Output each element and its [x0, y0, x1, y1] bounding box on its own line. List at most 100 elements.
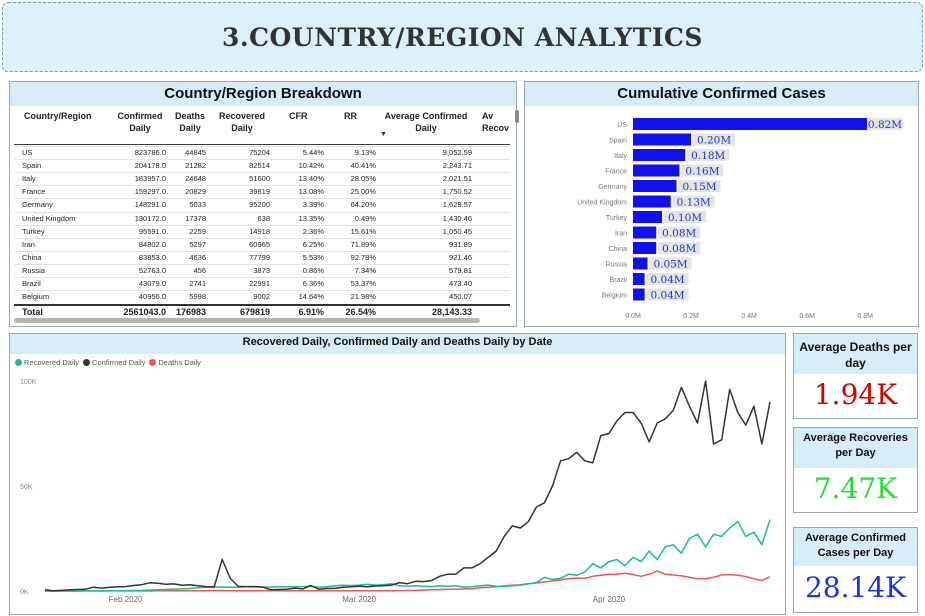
cell-cfr: 10.42%	[298, 161, 324, 171]
bar-russia[interactable]	[633, 257, 648, 270]
table-row[interactable]: Brazil 43079.0 2741 22991 6.36% 53.37% 473.40	[14, 277, 510, 290]
line-chart-title: Recovered Daily, Confirmed Daily and Dea…	[10, 334, 785, 354]
column-header-confirmed[interactable]: Confirmed Daily	[117, 111, 163, 133]
bar-united-kingdom[interactable]	[633, 195, 671, 208]
bar-category-label: Russia	[606, 262, 628, 269]
bar-belgium[interactable]	[633, 288, 645, 301]
cell-country: France	[22, 187, 46, 197]
cell-recovered: 39819	[249, 187, 270, 197]
bar-category-label: United Kingdom	[577, 200, 627, 207]
column-header-deaths[interactable]: Deaths Daily	[174, 111, 205, 133]
cell-avg-confirmed: 2,243.71	[442, 161, 472, 171]
bar-category-label: China	[609, 246, 627, 253]
chart-legend: Recovered Daily Confirmed Daily Deaths Dai…	[15, 358, 205, 367]
bar-value-label-bg	[867, 118, 903, 130]
cell-confirmed: 43079.0	[138, 279, 166, 288]
cell-deaths: 17378	[185, 213, 206, 223]
bar-value-label-bg	[693, 133, 736, 146]
table-row[interactable]: Spain 204178.0 21282 82514 10.42% 40.41% 2,243…	[14, 159, 510, 172]
bar-germany[interactable]	[633, 180, 677, 192]
table-row[interactable]: China 83853.0 4636 77799 5.53% 92.78% 921.46	[14, 250, 510, 264]
cell-cfr: 6.36%	[302, 279, 324, 288]
bar-category-label: France	[605, 169, 627, 176]
cell-deaths: 4636	[189, 252, 206, 262]
bar-turkey[interactable]	[633, 211, 663, 223]
bar-us[interactable]	[633, 118, 871, 130]
bar-value-label-bg	[664, 211, 707, 223]
series-line-recovered-daily[interactable]	[45, 519, 771, 592]
bar-iran[interactable]	[633, 226, 657, 239]
cell-country: US	[22, 148, 33, 157]
bar-value-label: 0.05M	[653, 259, 687, 271]
table-row[interactable]: Turkey 95591.0 2259 14918 2.36% 15.61% 1,050.4…	[14, 224, 510, 238]
bar-value-label: 0.04M	[651, 290, 685, 302]
cell-avg-confirmed: 931.89	[449, 239, 472, 249]
chart-title: Cumulative Confirmed Cases	[525, 82, 918, 106]
cell-confirmed: 84802.0	[138, 239, 166, 249]
bar-france[interactable]	[633, 164, 680, 177]
cell-confirmed: 52763.0	[138, 265, 166, 275]
legend-item[interactable]: Deaths Daily	[149, 358, 201, 367]
bar-value-label: 0.82M	[868, 119, 902, 131]
cell-cfr: 14.64%	[298, 292, 324, 302]
kpi-avg-recoveries-value: 7.47K	[813, 472, 898, 505]
cell-country: Germany	[22, 200, 53, 210]
total-cell-cfr: 6.91%	[298, 307, 324, 318]
table-row[interactable]: Russia 52763.0 456 3873 0.86% 7.34% 579.81	[14, 263, 510, 277]
x-tick-label: Apr 2020	[593, 595, 626, 604]
total-cell-confirmed: 2561043.0	[123, 307, 166, 318]
horizontal-scrollbar[interactable]	[14, 318, 480, 323]
cell-cfr: 2.36%	[302, 226, 324, 236]
x-tick-label: Feb 2020	[109, 595, 143, 604]
kpi-avg-deaths-title: Average Deaths per day	[794, 334, 917, 374]
legend-item[interactable]: Recovered Daily	[15, 358, 79, 367]
page-title: 3.COUNTRY/REGION ANALYTICS	[222, 23, 703, 52]
bar-italy[interactable]	[633, 149, 686, 161]
table-row[interactable]: United Kingdom 130172.0 17378 638 13.35% 0.49…	[14, 211, 510, 225]
column-header-country[interactable]: Country/Region	[24, 111, 92, 121]
kpi-avg-confirmed-title: Average Confirmed Cases per Day	[794, 528, 917, 566]
bar-category-label: Spain	[609, 138, 627, 145]
cell-cfr: 5.44%	[302, 148, 324, 157]
cell-rr: 25.00%	[350, 187, 376, 197]
bar-spain[interactable]	[633, 133, 692, 146]
table-row[interactable]: Belgium 40956.0 5998 9002 14.64% 21.98% 450.07	[14, 290, 510, 303]
cell-recovered: 14918	[249, 226, 270, 236]
bar-value-label-bg	[649, 257, 692, 270]
table-row[interactable]: Iran 84802.0 5297 60965 6.25% 71.89% 931.89	[14, 237, 510, 251]
table-row[interactable]: Germany 148291.0 5033 95200 3.39% 64.20% 1,629…	[14, 198, 510, 211]
total-cell-country: Total	[22, 307, 43, 318]
table-row[interactable]: France 159297.0 20829 39819 13.08% 25.00% 1,75…	[14, 185, 510, 198]
legend-dot-icon	[149, 359, 157, 366]
bar-value-label-bg	[687, 149, 730, 161]
series-line-confirmed-daily[interactable]	[44, 380, 771, 592]
cell-country: Italy	[22, 174, 36, 184]
table-row[interactable]: US 823786.0 44845 75204 5.44% 9.13% 9,052.59	[14, 146, 510, 159]
table-row[interactable]: Italy 183957.0 24648 51600 13.40% 28.05% 2,021…	[14, 172, 510, 185]
bar-china[interactable]	[633, 242, 657, 254]
total-cell-deaths: 176983	[175, 307, 206, 318]
cell-confirmed: 823786.0	[134, 148, 166, 157]
cell-cfr: 3.39%	[302, 200, 324, 210]
column-header-avg-recovered[interactable]: Av Recov	[482, 111, 510, 133]
legend-item[interactable]: Confirmed Daily	[83, 358, 145, 367]
column-header-rr[interactable]: RR	[344, 111, 357, 121]
table-total-row: Total 2561043.0 176983 679819 6.91% 26.54% 28,…	[14, 304, 510, 318]
kpi-avg-deaths-value: 1.94K	[813, 378, 898, 411]
column-header-cfr[interactable]: CFR	[289, 111, 308, 121]
cell-deaths: 5297	[189, 239, 206, 249]
sort-desc-icon[interactable]: ▼	[380, 131, 387, 138]
cell-confirmed: 95591.0	[138, 226, 166, 236]
series-line-deaths-daily[interactable]	[45, 570, 771, 592]
country-breakdown-table[interactable]: Country/Region Breakdown Country/Region …	[9, 81, 519, 327]
x-tick-label: 0.6M	[799, 313, 815, 320]
cell-confirmed: 183957.0	[134, 174, 166, 184]
column-header-avg-confirmed[interactable]: Average Confirmed Daily	[384, 111, 468, 133]
kpi-avg-confirmed-value: 28.14K	[804, 571, 907, 604]
vertical-scrollbar[interactable]	[515, 110, 519, 123]
cell-rr: 9.13%	[354, 148, 376, 157]
column-header-recovered[interactable]: Recovered Daily	[218, 111, 266, 133]
cell-rr: 92.78%	[350, 252, 376, 262]
bar-brazil[interactable]	[633, 273, 645, 285]
cell-deaths: 5033	[189, 200, 206, 210]
